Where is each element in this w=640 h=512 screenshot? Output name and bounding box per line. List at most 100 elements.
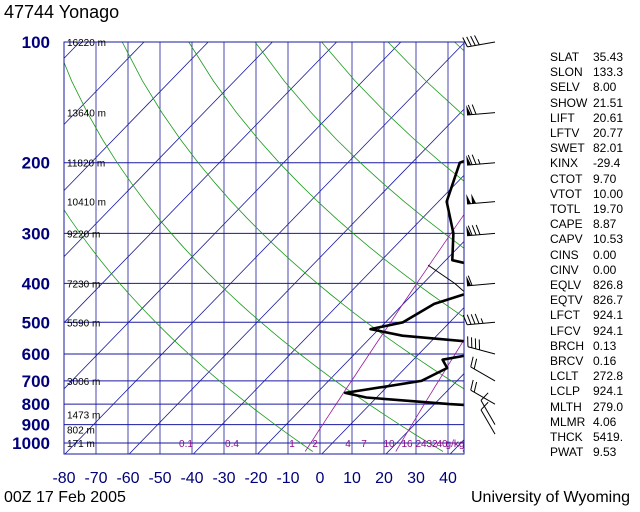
index-value: 8.87 — [593, 217, 617, 232]
pressure-tick-label: 200 — [22, 154, 50, 173]
mixing-ratio-label: 0.4 — [225, 439, 239, 450]
dry-adiabat-line — [188, 42, 464, 318]
temperature-tick-label: 10 — [343, 470, 361, 487]
isotherm-line — [128, 108, 464, 454]
wind-barbs — [462, 35, 496, 435]
index-row: MLTH 279.0 — [550, 400, 636, 415]
pressure-tick-label: 300 — [22, 224, 50, 243]
index-key: LFCT — [550, 308, 580, 323]
wind-barb-staff — [470, 389, 496, 405]
mixing-ratio-label: 1 — [289, 439, 295, 450]
height-label: 16220 m — [67, 38, 106, 49]
index-key: LIFT — [550, 110, 575, 125]
index-value: 0.13 — [593, 338, 617, 353]
index-key: BRCH — [550, 338, 585, 353]
height-label: 13640 m — [67, 109, 106, 120]
index-value: 20.61 — [593, 110, 624, 125]
dry-adiabat-line — [64, 61, 444, 452]
height-label: 11820 m — [67, 159, 105, 170]
wind-barb-pennant — [466, 275, 472, 286]
index-value: 8.00 — [593, 80, 617, 95]
mixing-ratio-label: 24 — [415, 439, 427, 450]
pressure-tick-label: 700 — [22, 372, 50, 391]
wind-barb — [466, 193, 496, 205]
temperature-tick-label: -60 — [116, 470, 139, 487]
index-key: CINV — [550, 262, 579, 277]
isotherm-line — [257, 240, 464, 454]
credit-label: University of Wyoming — [470, 489, 630, 506]
wind-barb-flag — [466, 36, 472, 47]
index-row: PWAT 9.53 — [550, 445, 636, 460]
wind-barb — [470, 379, 496, 405]
index-key: LFCV — [550, 323, 581, 338]
isotherm-line — [385, 373, 464, 454]
mixing-ratio-label: 10 — [383, 439, 395, 450]
temperature-tick-label: 0 — [316, 470, 325, 487]
wind-barb — [466, 154, 496, 166]
wind-barb-pennant — [466, 105, 472, 116]
index-row: CINS 0.00 — [550, 248, 636, 263]
index-key: SLAT — [550, 50, 580, 64]
index-value: 826.7 — [593, 293, 624, 308]
mixing-ratio-label: 16 — [401, 439, 413, 450]
index-key: SLON — [550, 65, 583, 80]
pressure-tick-label: 600 — [22, 345, 50, 364]
index-row: CINV 0.00 — [550, 263, 636, 278]
index-key: PWAT — [550, 445, 584, 460]
index-value: 82.01 — [593, 141, 624, 156]
index-key: SHOW — [550, 95, 588, 110]
index-value: 9.70 — [593, 171, 617, 186]
isotherm-line — [64, 42, 337, 324]
index-row: SLAT 35.43 — [550, 50, 636, 65]
height-label: 1473 m — [67, 411, 100, 422]
pressure-tick-label: 900 — [22, 416, 50, 435]
index-row: SLON 133.3 — [550, 65, 636, 80]
pressure-tick-label: 500 — [22, 313, 50, 332]
index-value: 924.1 — [593, 308, 624, 323]
mixing-ratio-label: 7 — [361, 439, 367, 450]
wind-barb-staff — [470, 366, 496, 382]
index-value: 10.53 — [593, 232, 624, 247]
index-row: CTOT 9.70 — [550, 172, 636, 187]
mixing-ratio-label: 40 — [436, 439, 448, 450]
index-key: CAPV — [550, 232, 583, 247]
index-value: 35.43 — [593, 50, 624, 64]
wind-barb-flag — [473, 358, 478, 369]
index-row: EQLV 826.8 — [550, 278, 636, 293]
wind-barb-flag — [471, 104, 477, 115]
index-row: BRCV 0.16 — [550, 354, 636, 369]
wind-barb-flag — [470, 314, 476, 325]
index-row: TOTL 19.70 — [550, 202, 636, 217]
wind-barb — [467, 336, 496, 355]
index-key: SWET — [550, 141, 585, 156]
wind-barb-staff — [467, 41, 496, 48]
dewpoint-profile — [343, 159, 464, 407]
wind-barb-flag — [470, 35, 476, 46]
index-row: LCLT 272.8 — [550, 369, 636, 384]
wind-barb — [462, 313, 496, 326]
wind-barb — [466, 275, 496, 287]
wind-barb-flag — [470, 379, 474, 391]
index-row: VTOT 10.00 — [550, 187, 636, 202]
pressure-tick-label: 800 — [22, 395, 50, 414]
index-value: 272.8 — [593, 369, 624, 384]
index-row: LCLP 924.1 — [550, 384, 636, 399]
index-key: MLTH — [550, 399, 582, 414]
stability-indices: SLAT 35.43 SLON 133.3 SELV 8.00 SHOW 21.51 LIFT 2… — [550, 50, 636, 460]
isotherm-line — [64, 42, 81, 59]
wind-barb-flag — [462, 314, 468, 325]
wind-barb-half-flag — [477, 158, 481, 165]
parcel-profile — [427, 264, 464, 293]
wind-barb-staff — [480, 409, 496, 435]
pressure-tick-label: 100 — [22, 33, 50, 52]
wind-barb-flag — [471, 154, 477, 165]
isotherm-line — [64, 42, 402, 390]
wind-barb-flag — [471, 225, 477, 236]
mixing-ratio-label: 2 — [312, 439, 318, 450]
index-row: MLMR 4.06 — [550, 415, 636, 430]
wind-barb-pennant — [471, 193, 477, 204]
height-label: 171 m — [67, 439, 95, 450]
isotherm-line — [64, 42, 273, 258]
wind-barb-staff — [480, 400, 496, 425]
